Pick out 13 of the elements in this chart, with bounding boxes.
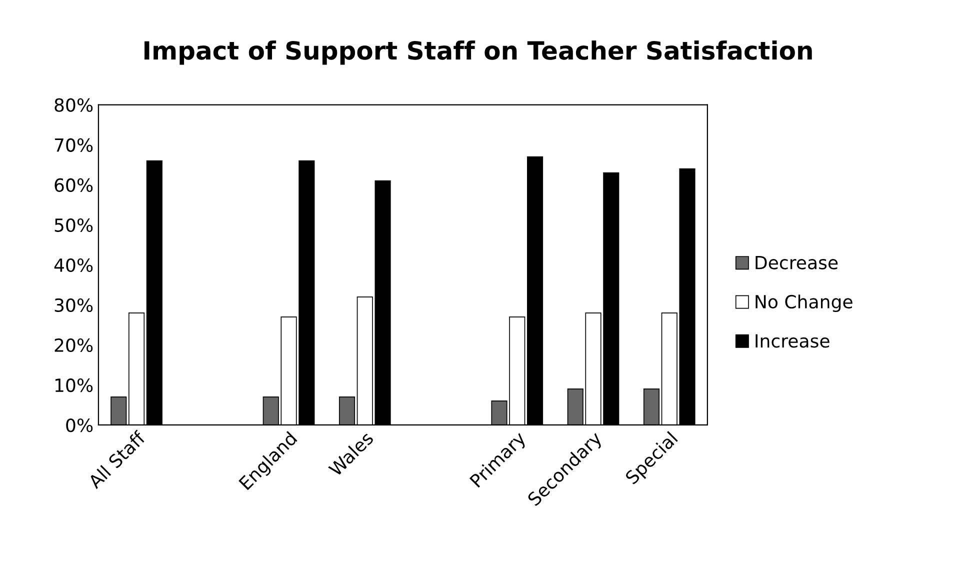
legend-label: No Change [756, 294, 852, 312]
y-tick-label: 30% [54, 298, 93, 312]
y-tick-label: 10% [55, 378, 93, 392]
y-tick-label: 0% [66, 418, 93, 432]
y-tick-label: 70% [54, 138, 93, 152]
chart-title: Impact of Support Staff on Teacher Satisfaction [144, 40, 812, 65]
y-tick-label: 60% [54, 178, 93, 192]
y-tick-label: 40% [54, 258, 93, 272]
legend-label: Decrease [756, 256, 838, 270]
y-tick-label: 20% [54, 338, 93, 352]
legend-label: Increase [756, 334, 830, 348]
y-tick-label: 50% [54, 218, 93, 232]
y-tick-label: 80% [54, 98, 93, 112]
